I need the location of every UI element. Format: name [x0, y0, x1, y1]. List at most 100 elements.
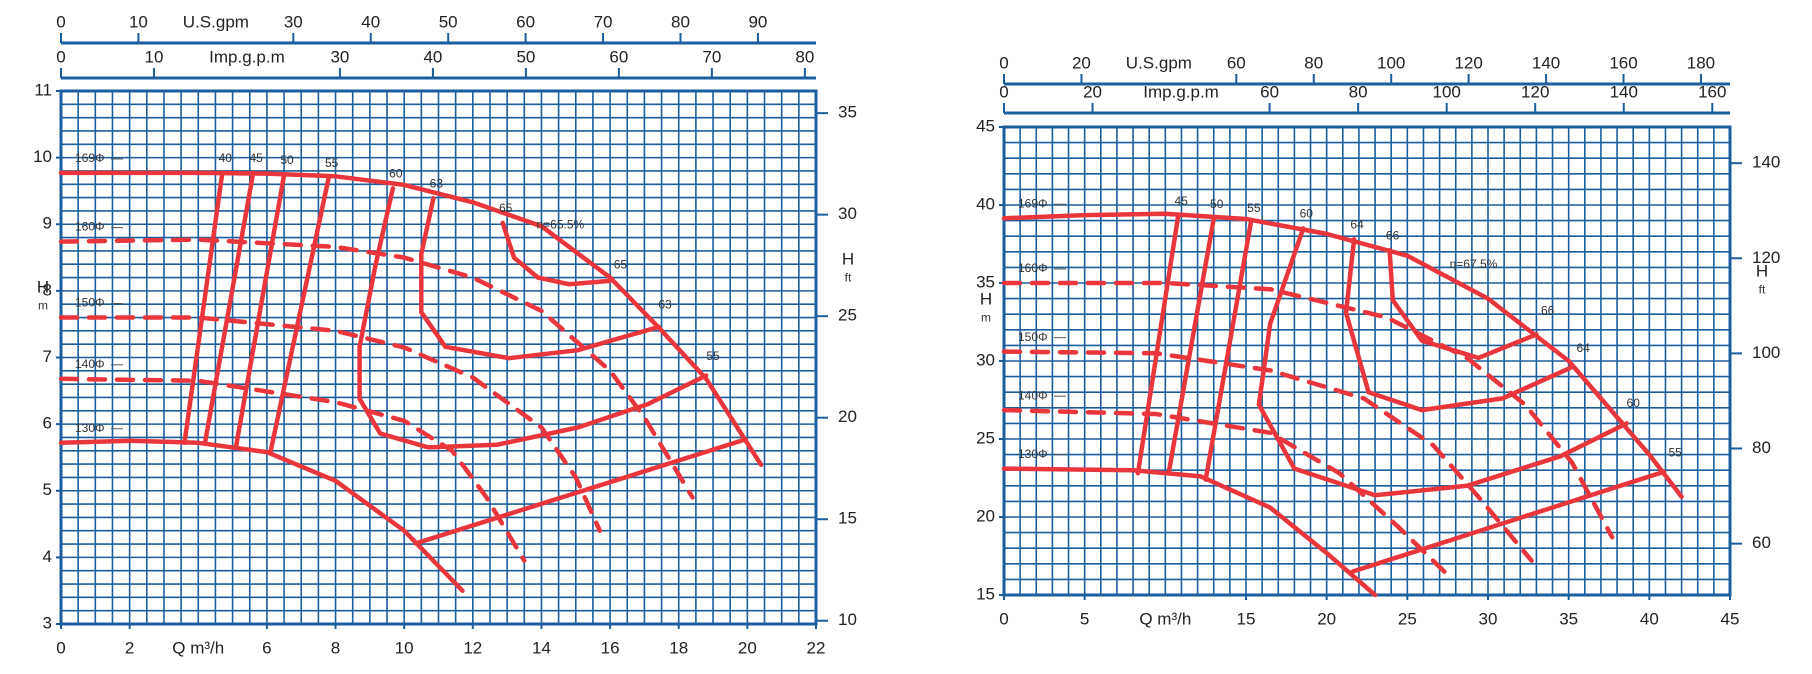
- x2-tick-label: 160: [1609, 53, 1637, 72]
- curve-dashed: [1001, 349, 1534, 563]
- x-tick-label: 20: [738, 638, 757, 657]
- y-tick-label: 25: [976, 428, 995, 447]
- x-tick-label: 2: [125, 638, 134, 657]
- annotation: η=65.5%: [536, 218, 584, 232]
- curve-label: 40: [219, 151, 233, 165]
- annotation: 64: [1577, 341, 1591, 355]
- x2-tick-label: 60: [516, 12, 535, 31]
- curve-label: 169Φ: [75, 151, 105, 165]
- x3-tick-label: 60: [609, 47, 628, 66]
- y2-axis-label: H: [842, 250, 854, 269]
- x3-tick-label: 160: [1698, 82, 1726, 101]
- x2-tick-label: 90: [748, 12, 767, 31]
- x3-tick-label: 0: [999, 82, 1008, 101]
- x3-tick-label: 80: [1349, 82, 1368, 101]
- x3-tick-label: 10: [145, 47, 164, 66]
- y2-tick-label: 60: [1752, 533, 1771, 552]
- x-tick-label: 5: [1080, 609, 1089, 628]
- x-tick-label: 22: [807, 638, 826, 657]
- x2-axis-label: U.S.gpm: [183, 12, 249, 31]
- y2-tick-label: 80: [1752, 438, 1771, 457]
- y-axis-unit: m: [981, 310, 991, 324]
- curve-label: 60: [389, 166, 403, 180]
- y-axis-label: H: [37, 278, 49, 297]
- x-tick-label: 10: [395, 638, 414, 657]
- y2-tick-label: 35: [838, 103, 857, 122]
- x-tick-label: 16: [601, 638, 620, 657]
- curve: [58, 438, 465, 593]
- x2-tick-label: 80: [1304, 53, 1323, 72]
- x-tick-label: 20: [1317, 609, 1336, 628]
- curve-label: 45: [1175, 194, 1189, 208]
- curve: [58, 170, 764, 468]
- x3-tick-label: 120: [1521, 82, 1549, 101]
- x-tick-label: 6: [262, 638, 271, 657]
- x3-tick-label: 100: [1432, 82, 1460, 101]
- y2-axis-unit: ft: [1759, 282, 1766, 296]
- curve-label: 130Φ: [1018, 447, 1048, 461]
- x3-tick-label: 20: [1083, 82, 1102, 101]
- curve-label: 140Φ: [1018, 388, 1048, 402]
- curve-dashed: [1001, 407, 1447, 574]
- curve: [413, 437, 748, 546]
- y2-tick-label: 15: [838, 509, 857, 528]
- curve-label: 65: [499, 201, 513, 215]
- y-tick-label: 9: [43, 214, 52, 233]
- curve-label: 130Φ: [75, 421, 105, 435]
- curve-label: 66: [1386, 228, 1400, 242]
- curve-label: 50: [1210, 197, 1224, 211]
- annotation: 55: [706, 349, 720, 363]
- curve-label: 63: [430, 176, 444, 190]
- x-tick-label: 15: [1237, 609, 1256, 628]
- curve-label: 140Φ: [75, 357, 105, 371]
- y-tick-label: 8: [43, 280, 52, 299]
- x2-tick-label: 0: [56, 12, 65, 31]
- y-tick-label: 20: [976, 506, 995, 525]
- curve-label: 169Φ: [1018, 196, 1048, 210]
- curve-label: 55: [325, 156, 339, 170]
- curve-dashed: [58, 237, 695, 500]
- curve-label: 160Φ: [75, 220, 105, 234]
- curve: [1203, 220, 1254, 482]
- x2-axis-label: U.S.gpm: [1126, 53, 1192, 72]
- x3-axis-label: Imp.g.p.m: [209, 47, 285, 66]
- x2-tick-label: 60: [1227, 53, 1246, 72]
- y2-axis-unit: ft: [845, 270, 852, 284]
- annotation: 66: [1541, 304, 1555, 318]
- curve-label: 64: [1350, 217, 1364, 231]
- curve: [1387, 247, 1539, 361]
- x-tick-label: 45: [1721, 609, 1740, 628]
- y-tick-label: 35: [976, 272, 995, 291]
- y2-axis-label: H: [1756, 262, 1768, 281]
- curve: [1343, 237, 1575, 413]
- curve-dashed: [58, 376, 527, 563]
- y-tick-label: 11: [34, 80, 52, 99]
- x-tick-label: 12: [463, 638, 482, 657]
- y2-tick-label: 30: [838, 204, 857, 223]
- x2-tick-label: 0: [999, 53, 1008, 72]
- y-tick-label: 3: [43, 613, 52, 632]
- curve-dashed: [1001, 280, 1615, 540]
- x3-tick-label: 60: [1260, 82, 1279, 101]
- y-tick-label: 10: [33, 147, 52, 166]
- y2-tick-label: 120: [1752, 248, 1780, 267]
- x-tick-label: 30: [1479, 609, 1498, 628]
- x-tick-label: 35: [1559, 609, 1578, 628]
- y-tick-label: 45: [976, 116, 995, 135]
- curve: [500, 220, 613, 287]
- y-tick-label: 5: [43, 480, 52, 499]
- x3-tick-label: 30: [330, 47, 349, 66]
- x2-tick-label: 80: [671, 12, 690, 31]
- curve: [182, 170, 225, 446]
- x2-tick-label: 50: [439, 12, 458, 31]
- annotation: 60: [1627, 396, 1641, 410]
- curve-label: 55: [1247, 201, 1261, 215]
- x2-tick-label: 10: [129, 12, 148, 31]
- x-tick-label: 14: [532, 638, 551, 657]
- curve: [1256, 226, 1629, 498]
- y-tick-label: 15: [976, 584, 995, 603]
- x2-tick-label: 100: [1377, 53, 1405, 72]
- curve: [357, 186, 709, 450]
- y2-tick-label: 140: [1752, 153, 1780, 172]
